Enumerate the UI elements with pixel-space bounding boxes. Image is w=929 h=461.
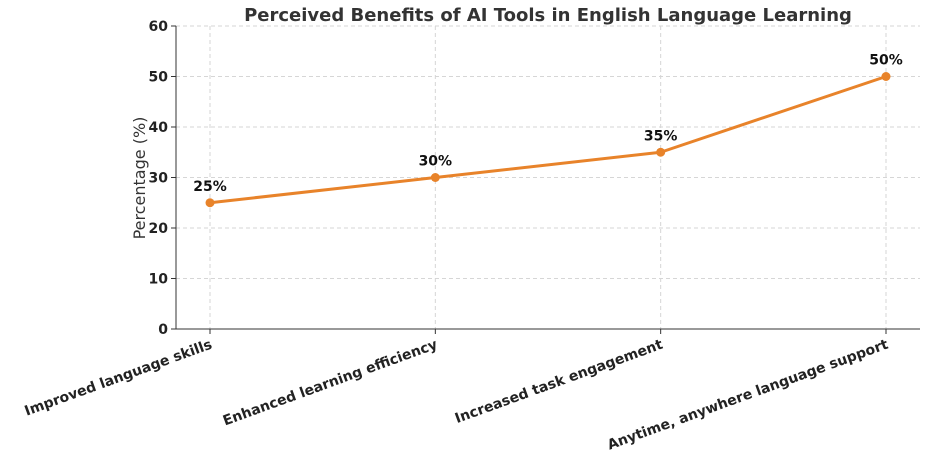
data-point	[205, 198, 215, 208]
data-label: 25%	[193, 179, 227, 195]
data-point	[881, 72, 891, 81]
y-tick-label: 0	[158, 322, 168, 338]
y-tick-label: 60	[149, 19, 169, 35]
data-point	[656, 147, 666, 157]
data-point	[430, 173, 440, 182]
y-axis-label: Percentage (%)	[130, 117, 149, 240]
y-tick-labels: 0 10 20 30 40 50 60	[149, 19, 169, 338]
axes	[171, 25, 920, 334]
series-line	[209, 75, 887, 205]
series-layer	[205, 72, 891, 208]
grid-lines	[176, 25, 920, 329]
data-label: 30%	[419, 154, 453, 170]
x-tick-labels: Improved language skills Enhanced learnin…	[23, 337, 891, 454]
data-label: 35%	[644, 128, 678, 144]
x-tick-label: Increased task engagement	[453, 337, 665, 427]
data-labels: 25% 30% 35% 50%	[193, 53, 903, 195]
y-tick-label: 30	[149, 171, 169, 187]
x-tick-label: Enhanced learning efficiency	[221, 337, 440, 430]
chart-title: Perceived Benefits of AI Tools in Englis…	[244, 5, 852, 26]
data-label: 50%	[869, 53, 903, 69]
y-tick-label: 50	[149, 70, 169, 86]
y-tick-label: 10	[149, 272, 169, 288]
y-tick-label: 40	[149, 120, 169, 136]
y-tick-label: 20	[149, 221, 169, 237]
x-tick-label: Improved language skills	[23, 337, 215, 420]
